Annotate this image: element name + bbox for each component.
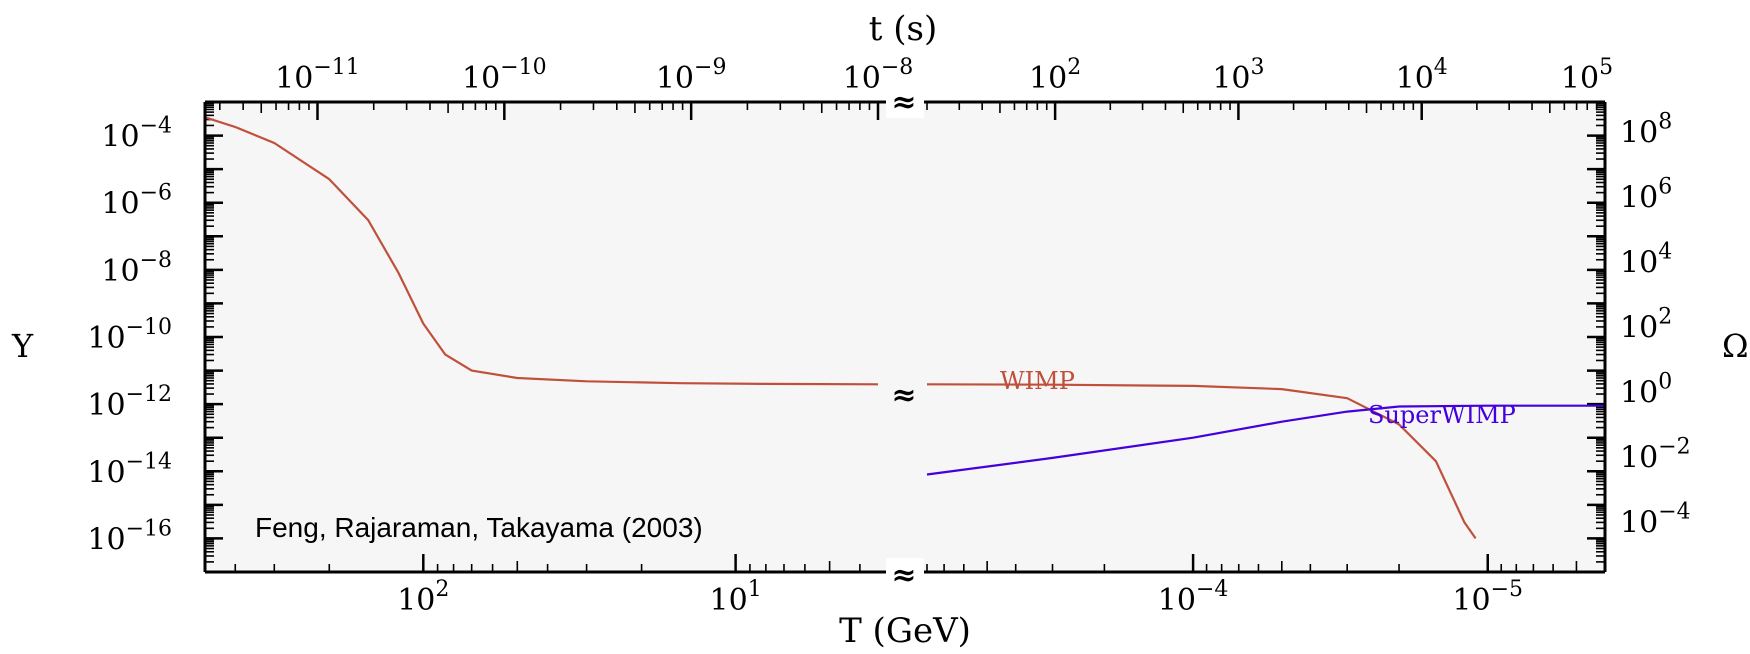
top-x-tick-label: 10−11: [275, 55, 360, 96]
left-y-tick-label: 10−6: [101, 181, 172, 222]
left-y-tick-label: 10−8: [101, 248, 172, 289]
right-y-tick-label: 10−4: [1620, 500, 1691, 541]
right-y-tick-label: 108: [1620, 110, 1672, 151]
y-axis-left-label: Y: [11, 327, 34, 365]
axis-break-middle: ≈: [891, 378, 916, 413]
x-axis-top-label: t (s): [869, 9, 937, 49]
citation-annotation: Feng, Rajaraman, Takayama (2003): [255, 512, 703, 543]
top-x-tick-label: 102: [1029, 55, 1081, 96]
series-line-wimp-right: [926, 383, 1477, 540]
bottom-x-tick-label: 10−5: [1452, 577, 1523, 618]
series-label-superwimp: SuperWIMP: [1368, 401, 1516, 429]
axis-break-gap-top: [886, 84, 924, 118]
series-line-superwimp-right: [926, 404, 1605, 476]
x-axis-bottom-label: T (GeV): [839, 611, 971, 651]
top-x-tick-label: 105: [1561, 55, 1613, 96]
top-x-tick-label: 10−9: [656, 55, 727, 96]
right-y-tick-label: 102: [1620, 305, 1672, 346]
series-line-wimp-left: [204, 116, 879, 386]
plot-area: [205, 102, 1605, 572]
series-label-wimp: WIMP: [1000, 367, 1075, 395]
right-y-tick-label: 106: [1620, 175, 1672, 216]
axis-break-bottom: ≈: [891, 558, 916, 593]
right-y-tick-label: 104: [1620, 240, 1672, 281]
bottom-x-tick-label: 10−4: [1158, 577, 1229, 618]
left-y-tick-label: 10−14: [87, 449, 172, 490]
top-x-tick-label: 104: [1396, 55, 1448, 96]
y-axis-right-label: Ω: [1722, 327, 1749, 365]
left-y-tick-label: 10−16: [87, 516, 172, 557]
top-x-tick-label: 10−10: [462, 55, 547, 96]
left-y-tick-label: 10−10: [87, 315, 172, 356]
axis-break-top: ≈: [891, 85, 916, 120]
bottom-x-tick-label: 101: [710, 577, 762, 618]
bottom-x-tick-label: 102: [397, 577, 449, 618]
tick-labels: 102 101 10−4 10−5 10−11 10−10 10−9 10−8 102 103 10…: [87, 55, 1690, 618]
top-x-tick-label: 10−8: [843, 55, 914, 96]
left-y-tick-label: 10−12: [87, 382, 172, 423]
left-y-tick-label: 10−4: [101, 114, 172, 155]
top-x-tick-label: 103: [1212, 55, 1264, 96]
series-lines: [204, 116, 1605, 540]
right-y-tick-label: 10−2: [1620, 435, 1691, 476]
axis-break-gap-bottom: [886, 558, 924, 592]
right-y-tick-label: 100: [1620, 370, 1672, 411]
